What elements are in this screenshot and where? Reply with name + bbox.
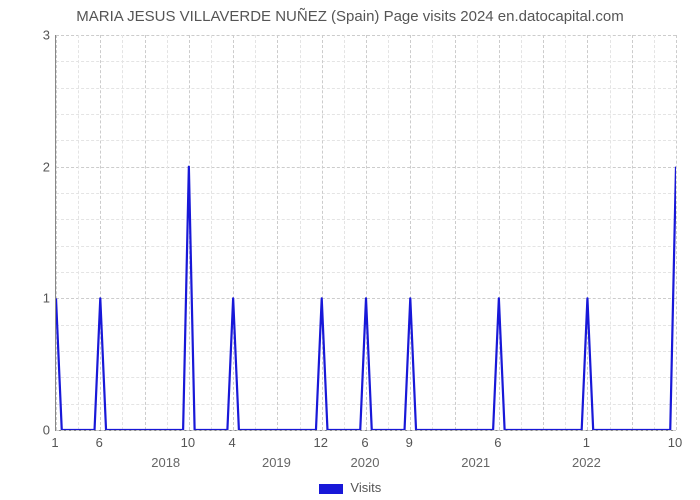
- line-series: [56, 35, 676, 430]
- visits-chart: MARIA JESUS VILLAVERDE NUÑEZ (Spain) Pag…: [0, 0, 700, 500]
- legend-swatch: [319, 484, 343, 494]
- x-tick: 9: [406, 435, 413, 450]
- x-tick: 12: [313, 435, 327, 450]
- y-tick: 3: [25, 28, 50, 43]
- legend: Visits: [0, 480, 700, 495]
- x-tick: 6: [96, 435, 103, 450]
- legend-label: Visits: [350, 480, 381, 495]
- year-label: 2018: [151, 455, 180, 470]
- y-tick: 0: [25, 423, 50, 438]
- x-tick: 1: [51, 435, 58, 450]
- x-tick: 1: [583, 435, 590, 450]
- y-tick: 1: [25, 291, 50, 306]
- plot-area: [55, 35, 676, 431]
- year-label: 2020: [351, 455, 380, 470]
- x-tick: 10: [668, 435, 682, 450]
- x-tick: 10: [181, 435, 195, 450]
- x-tick: 6: [494, 435, 501, 450]
- y-tick: 2: [25, 159, 50, 174]
- year-label: 2021: [461, 455, 490, 470]
- chart-title: MARIA JESUS VILLAVERDE NUÑEZ (Spain) Pag…: [0, 8, 700, 25]
- x-tick: 6: [361, 435, 368, 450]
- x-tick: 4: [229, 435, 236, 450]
- year-label: 2022: [572, 455, 601, 470]
- year-label: 2019: [262, 455, 291, 470]
